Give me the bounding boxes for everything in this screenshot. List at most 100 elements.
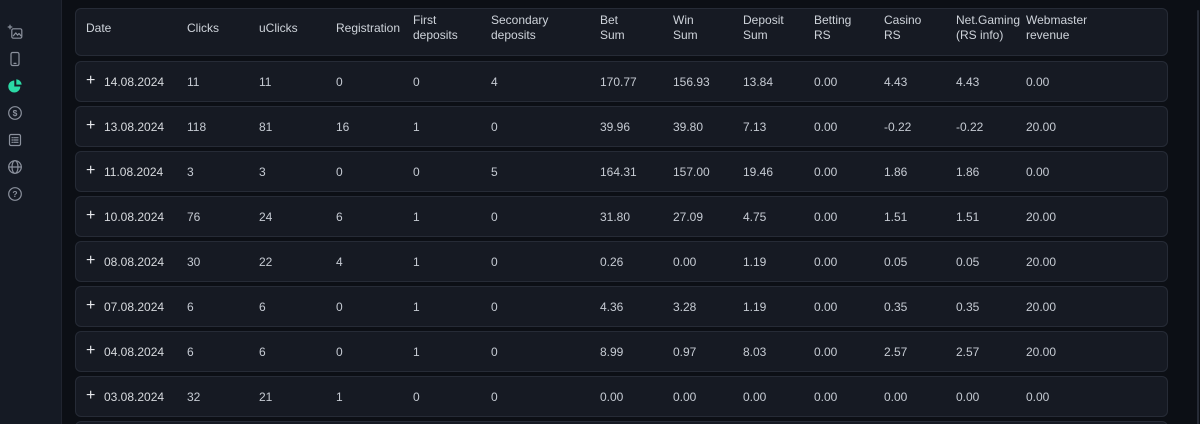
sidebar-item-payments[interactable]: $ bbox=[7, 105, 23, 121]
cell-uclicks: 21 bbox=[259, 389, 273, 404]
cell-deposit_sum: 8.03 bbox=[743, 344, 767, 359]
sidebar-item-news[interactable] bbox=[7, 159, 23, 175]
cell-deposit_sum: 1.19 bbox=[743, 299, 767, 314]
expand-row-button[interactable]: + bbox=[86, 161, 96, 179]
expand-row-button[interactable]: + bbox=[86, 251, 96, 269]
cell-deposit_sum: 0.00 bbox=[743, 389, 767, 404]
table-row: +08.08.2024 30 22 4 1 0 0.26 0.00 1.19 0.00 0.05 0.… bbox=[75, 241, 1168, 282]
cell-win_sum: 0.00 bbox=[673, 389, 697, 404]
cell-betting_rs: 0.00 bbox=[814, 344, 838, 359]
cell-registration: 1 bbox=[336, 389, 343, 404]
cell-net_gaming: 0.05 bbox=[956, 254, 980, 269]
cell-uclicks: 11 bbox=[259, 74, 272, 89]
cell-secondary_deposits: 0 bbox=[491, 119, 498, 134]
table-row: +14.08.2024 11 11 0 0 4 170.77 156.93 13.84 0.00 4… bbox=[75, 61, 1168, 102]
expand-row-button[interactable]: + bbox=[86, 341, 96, 359]
expand-row-button[interactable]: + bbox=[86, 206, 96, 224]
expand-row-button[interactable]: + bbox=[86, 116, 96, 134]
cell-webmaster_revenue: 20.00 bbox=[1026, 344, 1057, 359]
expand-row-button[interactable]: + bbox=[86, 386, 96, 404]
table-row: +13.08.2024 118 81 16 1 0 39.96 39.80 7.13 0.00 -0… bbox=[75, 106, 1168, 147]
column-header-uclicks[interactable]: uClicks bbox=[259, 20, 298, 35]
cell-betting_rs: 0.00 bbox=[814, 164, 838, 179]
cell-casino_rs: -0.22 bbox=[884, 119, 912, 134]
cell-casino_rs: 0.00 bbox=[884, 389, 908, 404]
cell-bet_sum: 164.31 bbox=[600, 164, 637, 179]
column-header-deposit-sum[interactable]: Deposit Sum bbox=[743, 12, 784, 43]
cell-webmaster_revenue: 20.00 bbox=[1026, 299, 1057, 314]
cell-casino_rs: 1.51 bbox=[884, 209, 908, 224]
statistics-table-panel: Date Clicks uClicks Registration First d… bbox=[62, 0, 1200, 424]
cell-registration: 16 bbox=[336, 119, 350, 134]
cell-betting_rs: 0.00 bbox=[814, 254, 838, 269]
cell-net_gaming: 0.00 bbox=[956, 389, 980, 404]
cell-secondary_deposits: 0 bbox=[491, 254, 498, 269]
question-circle-icon: ? bbox=[7, 186, 23, 202]
cell-deposit_sum: 13.84 bbox=[743, 74, 774, 89]
cell-deposit_sum: 1.19 bbox=[743, 254, 767, 269]
cell-clicks: 6 bbox=[187, 299, 194, 314]
sidebar-item-promo[interactable] bbox=[7, 24, 23, 40]
cell-deposit_sum: 4.75 bbox=[743, 209, 767, 224]
cell-casino_rs: 4.43 bbox=[884, 74, 908, 89]
cell-uclicks: 3 bbox=[259, 164, 266, 179]
cell-win_sum: 156.93 bbox=[673, 74, 710, 89]
column-header-win-sum[interactable]: Win Sum bbox=[673, 12, 698, 43]
cell-date: 10.08.2024 bbox=[104, 209, 165, 224]
column-header-registration[interactable]: Registration bbox=[336, 20, 401, 35]
column-header-date[interactable]: Date bbox=[86, 20, 112, 35]
cell-webmaster_revenue: 0.00 bbox=[1026, 74, 1050, 89]
sidebar-item-mobile[interactable] bbox=[7, 51, 23, 67]
column-header-bet-sum[interactable]: Bet Sum bbox=[600, 12, 625, 43]
cell-betting_rs: 0.00 bbox=[814, 389, 838, 404]
cell-betting_rs: 0.00 bbox=[814, 119, 838, 134]
sidebar-item-help[interactable]: ? bbox=[7, 186, 23, 202]
cell-win_sum: 27.09 bbox=[673, 209, 704, 224]
cell-webmaster_revenue: 20.00 bbox=[1026, 119, 1057, 134]
column-header-net-gaming[interactable]: Net.Gaming (RS info) bbox=[956, 12, 1021, 43]
cell-registration: 4 bbox=[336, 254, 343, 269]
table-row: +04.08.2024 6 6 0 1 0 8.99 0.97 8.03 0.00 2.57 2.57… bbox=[75, 331, 1168, 372]
cell-betting_rs: 0.00 bbox=[814, 299, 838, 314]
cell-secondary_deposits: 5 bbox=[491, 164, 498, 179]
cell-webmaster_revenue: 20.00 bbox=[1026, 254, 1057, 269]
table-header-row: Date Clicks uClicks Registration First d… bbox=[75, 8, 1168, 56]
cell-net_gaming: -0.22 bbox=[956, 119, 984, 134]
cell-registration: 0 bbox=[336, 299, 343, 314]
cell-bet_sum: 8.99 bbox=[600, 344, 624, 359]
cell-net_gaming: 4.43 bbox=[956, 74, 980, 89]
table-row: +10.08.2024 76 24 6 1 0 31.80 27.09 4.75 0.00 1.51… bbox=[75, 196, 1168, 237]
cell-registration: 0 bbox=[336, 344, 343, 359]
cell-clicks: 32 bbox=[187, 389, 201, 404]
cell-secondary_deposits: 0 bbox=[491, 389, 498, 404]
cell-date: 04.08.2024 bbox=[104, 344, 165, 359]
cell-first_deposits: 1 bbox=[413, 344, 420, 359]
column-header-first-deposits[interactable]: First deposits bbox=[413, 12, 458, 43]
dollar-circle-icon: $ bbox=[7, 105, 23, 121]
cell-uclicks: 24 bbox=[259, 209, 273, 224]
column-header-casino-rs[interactable]: Casino RS bbox=[884, 12, 922, 43]
cell-first_deposits: 0 bbox=[413, 389, 420, 404]
scrollbar[interactable] bbox=[1197, 10, 1199, 424]
cell-registration: 0 bbox=[336, 164, 343, 179]
cell-date: 03.08.2024 bbox=[104, 389, 165, 404]
cell-first_deposits: 1 bbox=[413, 119, 420, 134]
expand-row-button[interactable]: + bbox=[86, 296, 96, 314]
column-header-clicks[interactable]: Clicks bbox=[187, 20, 219, 35]
cell-registration: 6 bbox=[336, 209, 343, 224]
column-header-secondary-deposits[interactable]: Secondary deposits bbox=[491, 12, 549, 43]
cell-casino_rs: 0.35 bbox=[884, 299, 908, 314]
cell-secondary_deposits: 4 bbox=[491, 74, 498, 89]
cell-deposit_sum: 19.46 bbox=[743, 164, 774, 179]
cell-first_deposits: 1 bbox=[413, 299, 420, 314]
cell-betting_rs: 0.00 bbox=[814, 74, 838, 89]
column-header-betting-rs[interactable]: Betting RS bbox=[814, 12, 852, 43]
sidebar: $ ? bbox=[0, 0, 62, 424]
sidebar-item-statistics[interactable] bbox=[7, 78, 23, 94]
cell-webmaster_revenue: 0.00 bbox=[1026, 389, 1050, 404]
sidebar-item-offers[interactable] bbox=[7, 132, 23, 148]
column-header-webmaster-revenue[interactable]: Webmaster revenue bbox=[1026, 12, 1088, 43]
cell-date: 14.08.2024 bbox=[104, 74, 165, 89]
expand-row-button[interactable]: + bbox=[86, 71, 96, 89]
